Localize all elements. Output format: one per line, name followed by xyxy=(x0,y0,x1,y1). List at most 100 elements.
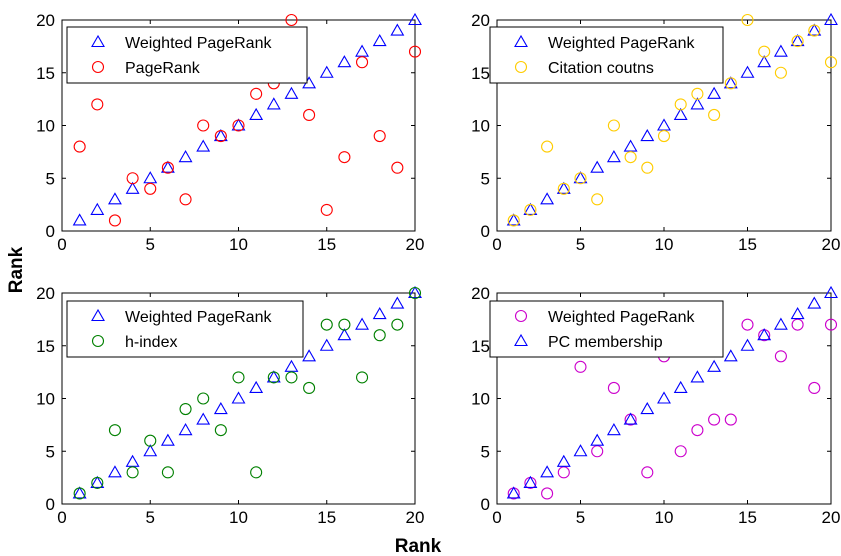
data-point xyxy=(590,160,605,173)
data-point xyxy=(196,139,211,152)
data-point xyxy=(657,130,671,143)
data-point xyxy=(707,359,722,372)
data-point xyxy=(390,296,405,309)
legend-marker-2 xyxy=(91,60,105,74)
x-tick-label: 20 xyxy=(822,508,841,527)
x-tick-label: 5 xyxy=(146,508,155,527)
legend-marker-1 xyxy=(91,34,105,48)
data-point xyxy=(143,171,158,184)
data-point xyxy=(355,317,369,330)
y-tick-label: 0 xyxy=(46,222,55,241)
data-point xyxy=(285,13,298,27)
legend-box xyxy=(66,26,308,84)
series-2 xyxy=(73,13,422,227)
y-tick-label: 0 xyxy=(46,495,55,514)
x-tick-label: 15 xyxy=(317,508,336,527)
data-point xyxy=(573,171,588,184)
x-tick-label: 20 xyxy=(406,235,425,254)
y-tick-label: 20 xyxy=(471,284,490,303)
data-point xyxy=(373,130,386,143)
data-point xyxy=(691,87,704,100)
data-point xyxy=(284,86,299,99)
data-point xyxy=(673,380,688,394)
data-point xyxy=(724,77,737,90)
data-point xyxy=(523,202,538,215)
legend-box xyxy=(489,300,724,358)
legend-box xyxy=(66,300,304,358)
y-tick-label: 15 xyxy=(471,337,490,356)
data-point xyxy=(72,213,87,226)
series-2 xyxy=(507,13,838,227)
data-point xyxy=(126,172,139,185)
y-tick-label: 20 xyxy=(36,11,55,30)
legend-marker-2 xyxy=(91,334,105,348)
x-tick-label: 5 xyxy=(576,508,585,527)
x-tick-label: 0 xyxy=(492,235,501,254)
data-point xyxy=(723,349,738,362)
legend: Weighted PageRank h-index xyxy=(66,300,304,358)
y-tick-label: 10 xyxy=(471,390,490,409)
data-point xyxy=(320,203,333,216)
data-point xyxy=(540,465,555,478)
x-tick-label: 0 xyxy=(57,508,66,527)
data-point xyxy=(338,318,351,331)
data-point xyxy=(319,338,334,351)
data-point xyxy=(214,424,227,437)
subplot-3: 0 5 10 15 20 0 5 10 15 20 Weighted PageRank h-index xyxy=(36,284,424,527)
y-tick-label: 5 xyxy=(481,442,490,461)
data-point xyxy=(758,45,771,58)
legend-marker-1 xyxy=(91,308,105,322)
data-point xyxy=(302,349,317,362)
x-tick-label: 5 xyxy=(576,235,585,254)
data-point xyxy=(524,203,537,216)
data-point xyxy=(232,371,245,384)
legend: Weighted PageRank Citation coutns xyxy=(489,26,724,84)
data-point xyxy=(540,192,555,205)
data-point xyxy=(125,181,140,194)
data-point xyxy=(657,118,671,131)
legend-label-2: Citation coutns xyxy=(548,60,654,77)
data-point xyxy=(606,423,621,436)
legend-marker-1 xyxy=(514,34,528,48)
data-point xyxy=(506,213,521,226)
data-point xyxy=(160,433,175,446)
data-point xyxy=(757,328,772,341)
data-point xyxy=(285,371,298,384)
series-1 xyxy=(72,285,422,499)
data-point xyxy=(179,193,192,206)
data-point xyxy=(197,119,210,132)
y-tick-label: 15 xyxy=(471,64,490,83)
data-point xyxy=(807,23,822,36)
x-tick-label: 20 xyxy=(822,235,841,254)
figure-y-label: Rank xyxy=(6,246,27,293)
data-point xyxy=(126,466,139,479)
data-point xyxy=(690,370,705,383)
y-tick-label: 10 xyxy=(471,117,490,136)
data-point xyxy=(408,285,422,299)
data-point xyxy=(267,371,280,384)
data-point xyxy=(231,391,246,404)
data-point xyxy=(607,381,620,395)
x-tick-label: 15 xyxy=(738,508,757,527)
subplot-4: 0 5 10 15 20 0 5 10 15 20 Weighted PageRank PC memb… xyxy=(471,284,840,527)
x-tick-label: 10 xyxy=(229,235,248,254)
data-point xyxy=(337,55,352,68)
data-point xyxy=(790,33,805,47)
data-point xyxy=(373,329,386,342)
data-point xyxy=(707,86,722,99)
y-tick-label: 5 xyxy=(481,169,490,188)
y-tick-label: 5 xyxy=(46,169,55,188)
data-point xyxy=(73,487,86,500)
data-point xyxy=(640,128,655,142)
data-point xyxy=(196,412,211,425)
legend-label-2: PageRank xyxy=(125,60,201,77)
data-point xyxy=(506,486,521,499)
data-point xyxy=(73,140,86,153)
data-point xyxy=(178,423,193,436)
data-point xyxy=(408,12,422,26)
data-point xyxy=(757,55,772,68)
data-point xyxy=(214,130,227,143)
data-point xyxy=(266,97,281,110)
data-point xyxy=(179,402,192,416)
data-point xyxy=(541,140,554,153)
